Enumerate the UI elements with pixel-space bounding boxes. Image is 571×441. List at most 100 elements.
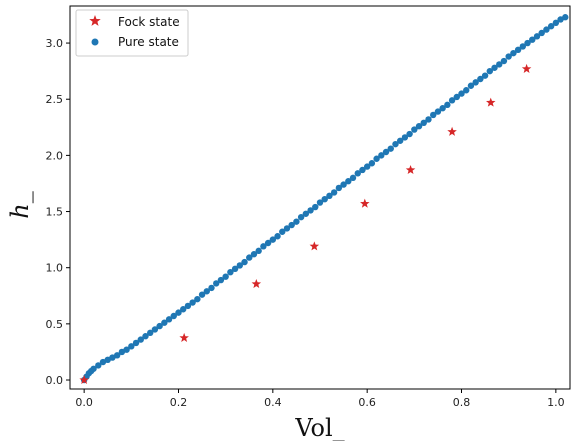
x-tick-label: 0.2 bbox=[170, 396, 188, 409]
y-tick-label: 3.0 bbox=[46, 37, 64, 50]
pure-state-point bbox=[161, 319, 168, 326]
pure-state-point bbox=[378, 152, 385, 159]
pure-state-point bbox=[113, 352, 121, 359]
pure-state-point bbox=[95, 362, 102, 369]
pure-state-point bbox=[401, 134, 409, 141]
legend: Fock state Pure state bbox=[75, 9, 189, 57]
pure-state-point bbox=[514, 46, 522, 53]
pure-state-point bbox=[340, 181, 347, 188]
pure-state-point bbox=[170, 312, 177, 320]
pure-state-point bbox=[444, 101, 451, 109]
pure-state-point bbox=[302, 210, 310, 217]
pure-state-point bbox=[128, 343, 135, 350]
pure-state-point bbox=[132, 339, 140, 347]
fock-state-point bbox=[521, 63, 532, 73]
pure-state-point bbox=[562, 14, 569, 21]
legend-entry-fock: Fock state bbox=[89, 15, 180, 29]
pure-state-point bbox=[547, 23, 555, 30]
pure-state-point bbox=[467, 82, 475, 89]
pure-state-point bbox=[316, 199, 324, 206]
pure-state-point bbox=[236, 262, 244, 269]
pure-state-point bbox=[420, 119, 427, 127]
pure-state-point bbox=[524, 39, 531, 47]
fock-state-points bbox=[79, 63, 532, 385]
pure-state-point bbox=[382, 148, 390, 156]
x-axis-label: Vol_ bbox=[294, 414, 344, 441]
pure-state-point bbox=[529, 36, 536, 43]
fock-state-point bbox=[179, 332, 189, 342]
pure-state-point bbox=[448, 97, 456, 104]
pure-state-point bbox=[123, 346, 130, 353]
pure-state-point bbox=[387, 145, 394, 152]
pure-state-point bbox=[297, 213, 305, 221]
pure-state-point bbox=[472, 79, 479, 86]
legend-star-icon bbox=[89, 15, 101, 26]
pure-state-point bbox=[184, 302, 192, 310]
pure-state-point bbox=[533, 33, 541, 40]
x-tick-label: 0.8 bbox=[453, 396, 471, 409]
pure-state-point bbox=[321, 195, 328, 203]
pure-state-point bbox=[307, 207, 314, 214]
fock-state-point bbox=[251, 278, 262, 289]
pure-state-point bbox=[283, 225, 291, 232]
pure-state-point bbox=[411, 126, 418, 133]
pure-state-point bbox=[373, 155, 380, 162]
y-tick-label: 0.0 bbox=[46, 374, 64, 387]
pure-state-point bbox=[255, 247, 262, 255]
pure-state-point bbox=[481, 72, 489, 79]
pure-state-point bbox=[363, 163, 371, 170]
pure-state-point bbox=[137, 336, 144, 343]
y-tick-label: 1.5 bbox=[46, 206, 64, 219]
pure-state-point bbox=[434, 108, 442, 115]
ticks: 0.0 0.2 0.4 0.6 0.8 1.0 0.0 0.5 1.0 1.5 2.0 2.5 3.0 bbox=[46, 37, 565, 409]
pure-state-point bbox=[151, 326, 159, 333]
pure-state-point bbox=[354, 170, 361, 177]
pure-state-point bbox=[165, 316, 173, 323]
x-tick-label: 0.4 bbox=[264, 396, 282, 409]
pure-state-point bbox=[180, 306, 187, 313]
legend-dot-icon bbox=[91, 38, 99, 46]
y-axis-label: h_ bbox=[6, 191, 34, 218]
pure-state-point bbox=[194, 295, 201, 303]
pure-state-point bbox=[505, 53, 512, 60]
pure-state-point bbox=[392, 140, 399, 148]
pure-state-point bbox=[359, 166, 366, 174]
pure-state-point bbox=[496, 61, 503, 68]
pure-state-point bbox=[349, 174, 357, 182]
x-tick-label: 1.0 bbox=[547, 396, 565, 409]
pure-state-point bbox=[241, 258, 248, 266]
pure-state-point bbox=[203, 288, 210, 295]
pure-state-point bbox=[330, 189, 338, 196]
pure-state-point bbox=[227, 268, 234, 276]
pure-state-point bbox=[90, 365, 97, 372]
pure-state-point bbox=[208, 284, 215, 292]
plot-frame bbox=[69, 5, 571, 390]
pure-state-point bbox=[142, 333, 149, 340]
pure-state-point bbox=[288, 221, 295, 229]
pure-state-point bbox=[312, 203, 319, 211]
pure-state-point bbox=[486, 67, 494, 75]
pure-state-point bbox=[463, 87, 470, 94]
x-tick-label: 0.6 bbox=[358, 396, 376, 409]
pure-state-point bbox=[425, 116, 432, 123]
pure-state-point bbox=[345, 178, 352, 185]
pure-state-point bbox=[368, 160, 376, 167]
pure-state-point bbox=[406, 130, 413, 138]
y-tick-label: 2.0 bbox=[46, 149, 64, 162]
pure-state-point bbox=[293, 218, 300, 225]
legend-entry-pure: Pure state bbox=[91, 35, 179, 49]
legend-label-pure: Pure state bbox=[118, 35, 179, 49]
pure-state-point bbox=[222, 273, 229, 280]
pure-state-point bbox=[510, 49, 517, 57]
legend-label-fock: Fock state bbox=[118, 15, 180, 29]
pure-state-point bbox=[146, 329, 154, 337]
pure-state-point bbox=[279, 228, 286, 235]
y-tick-label: 1.0 bbox=[46, 262, 64, 275]
pure-state-point bbox=[189, 299, 196, 306]
pure-state-point bbox=[326, 192, 333, 200]
pure-state-point bbox=[543, 26, 550, 33]
pure-state-point bbox=[439, 105, 446, 112]
legend-box bbox=[75, 9, 189, 57]
pure-state-point bbox=[458, 90, 465, 97]
